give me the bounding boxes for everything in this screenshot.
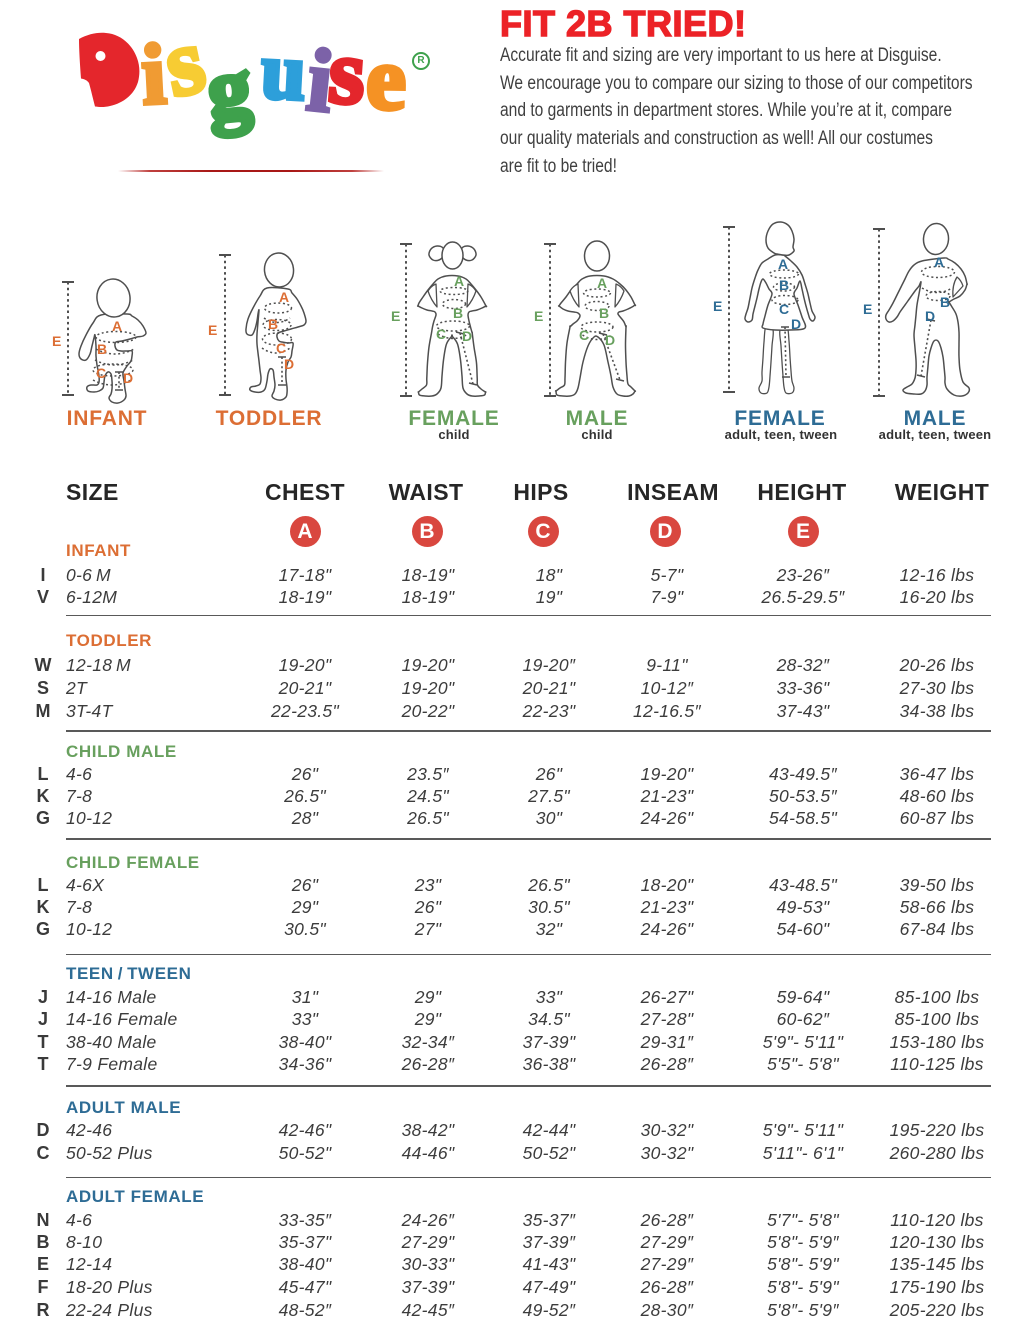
svg-text:E: E — [713, 298, 722, 314]
svg-text:B: B — [940, 294, 950, 310]
svg-text:A: A — [934, 254, 944, 270]
svg-text:B: B — [97, 341, 107, 357]
svg-text:D: D — [284, 356, 294, 372]
svg-text:E: E — [208, 322, 217, 338]
svg-text:E: E — [391, 308, 400, 324]
svg-text:A: A — [778, 256, 788, 272]
svg-text:E: E — [52, 333, 61, 349]
svg-text:D: D — [791, 316, 801, 332]
svg-text:A: A — [279, 289, 289, 305]
svg-text:C: C — [436, 326, 446, 342]
svg-text:A: A — [454, 273, 464, 289]
svg-text:D: D — [605, 332, 615, 348]
svg-text:B: B — [599, 305, 609, 321]
svg-text:C: C — [579, 327, 589, 343]
svg-text:B: B — [453, 305, 463, 321]
svg-text:B: B — [779, 277, 789, 293]
svg-text:E: E — [863, 301, 872, 317]
svg-text:C: C — [96, 365, 106, 381]
svg-text:C: C — [276, 340, 286, 356]
svg-text:C: C — [779, 301, 789, 317]
svg-text:D: D — [123, 370, 133, 386]
svg-text:A: A — [112, 318, 122, 334]
svg-text:E: E — [534, 308, 543, 324]
svg-text:A: A — [597, 275, 607, 291]
svg-text:D: D — [925, 308, 935, 324]
svg-text:B: B — [268, 316, 278, 332]
svg-text:D: D — [462, 328, 472, 344]
